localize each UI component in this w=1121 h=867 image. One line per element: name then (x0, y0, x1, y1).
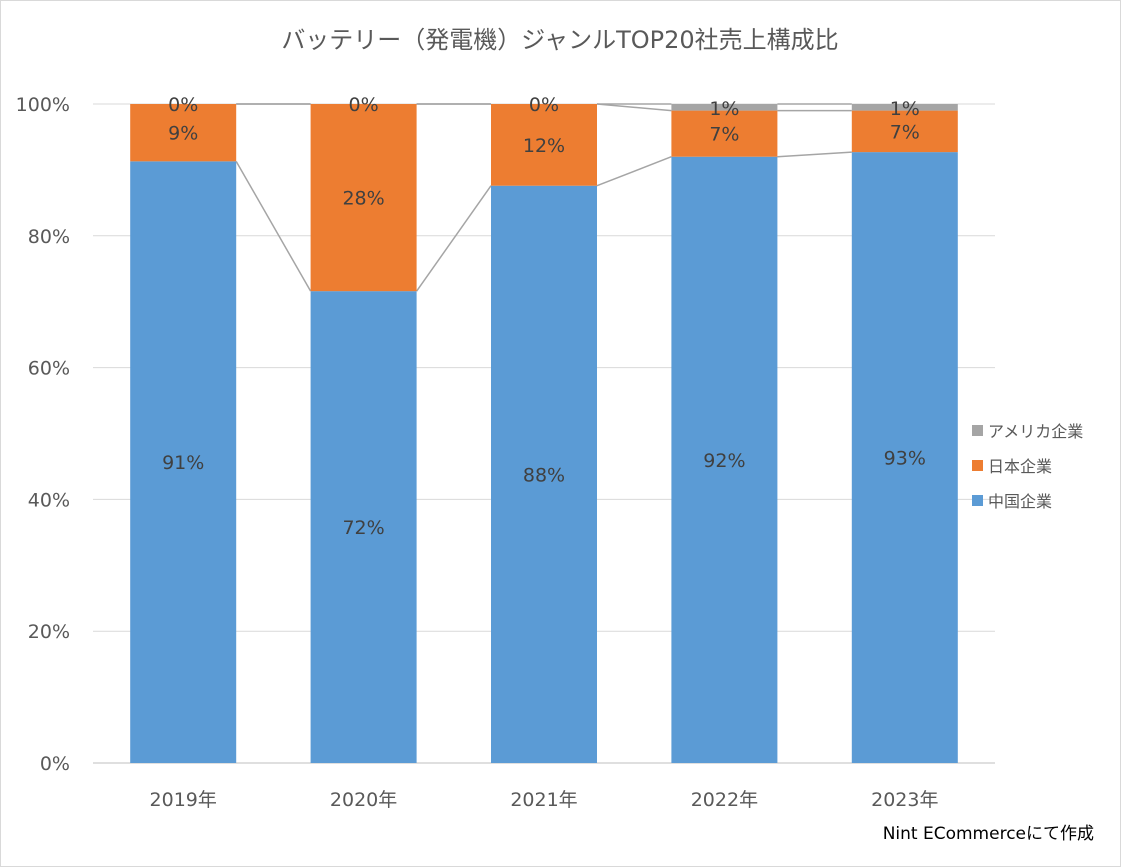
bar-segment (310, 104, 417, 292)
y-tick-label: 60% (28, 358, 70, 380)
bar-segment (851, 110, 958, 153)
y-tick-label: 100% (16, 94, 70, 116)
series-line (596, 103, 672, 112)
y-axis: 0% 20% 40% 60% 80% 100% (16, 94, 70, 775)
data-label: 12% (523, 135, 565, 157)
source-note: Nint ECommerceにて作成 (883, 824, 1094, 844)
y-tick-label: 0% (40, 753, 70, 775)
legend-label: アメリカ企業 (988, 422, 1083, 441)
data-labels: 91%9%0%72%28%0%88%12%0%92%7%1%93%7%1% (162, 94, 926, 539)
y-tick-label: 40% (28, 489, 70, 511)
series-line (596, 156, 672, 187)
data-label: 7% (709, 124, 739, 146)
data-label: 72% (342, 517, 384, 539)
bar-segment (851, 104, 958, 111)
legend-swatch (972, 425, 983, 436)
bar-segment (130, 161, 237, 763)
data-label: 1% (709, 98, 739, 120)
legend-label: 中国企業 (988, 492, 1052, 511)
bar-segment (671, 156, 778, 764)
data-label: 28% (342, 188, 384, 210)
data-label: 0% (529, 94, 559, 116)
series-line (235, 160, 312, 292)
bar-segment (130, 104, 237, 162)
x-tick-label: 2022年 (691, 789, 758, 811)
series-line (777, 151, 852, 158)
data-label: 88% (523, 464, 565, 486)
x-tick-label: 2023年 (871, 789, 938, 811)
legend-label: 日本企業 (988, 457, 1052, 476)
series-lines (235, 103, 852, 292)
x-tick-label: 2019年 (150, 789, 217, 811)
data-label: 93% (884, 448, 926, 470)
y-tick-label: 20% (28, 621, 70, 643)
bars (130, 104, 958, 764)
x-axis: 2019年 2020年 2021年 2022年 2023年 (150, 789, 939, 811)
data-label: 92% (703, 450, 745, 472)
data-label: 9% (168, 123, 198, 145)
series-line (415, 185, 492, 292)
data-label: 0% (168, 94, 198, 116)
x-tick-label: 2020年 (330, 789, 397, 811)
chart-title: バッテリー（発電機）ジャンルTOP20社売上構成比 (281, 26, 838, 54)
legend-swatch (972, 495, 983, 506)
bar-segment (671, 110, 778, 157)
bar-segment (851, 152, 958, 763)
bar-segment (310, 291, 417, 763)
data-label: 7% (890, 121, 920, 143)
data-label: 91% (162, 452, 204, 474)
bar-segment (491, 104, 597, 186)
legend-swatch (972, 460, 983, 471)
data-label: 0% (349, 94, 379, 116)
data-label: 1% (890, 98, 920, 120)
bar-segment (671, 104, 778, 111)
x-tick-label: 2021年 (510, 789, 577, 811)
y-tick-label: 80% (28, 226, 70, 248)
bar-segment (491, 185, 597, 763)
